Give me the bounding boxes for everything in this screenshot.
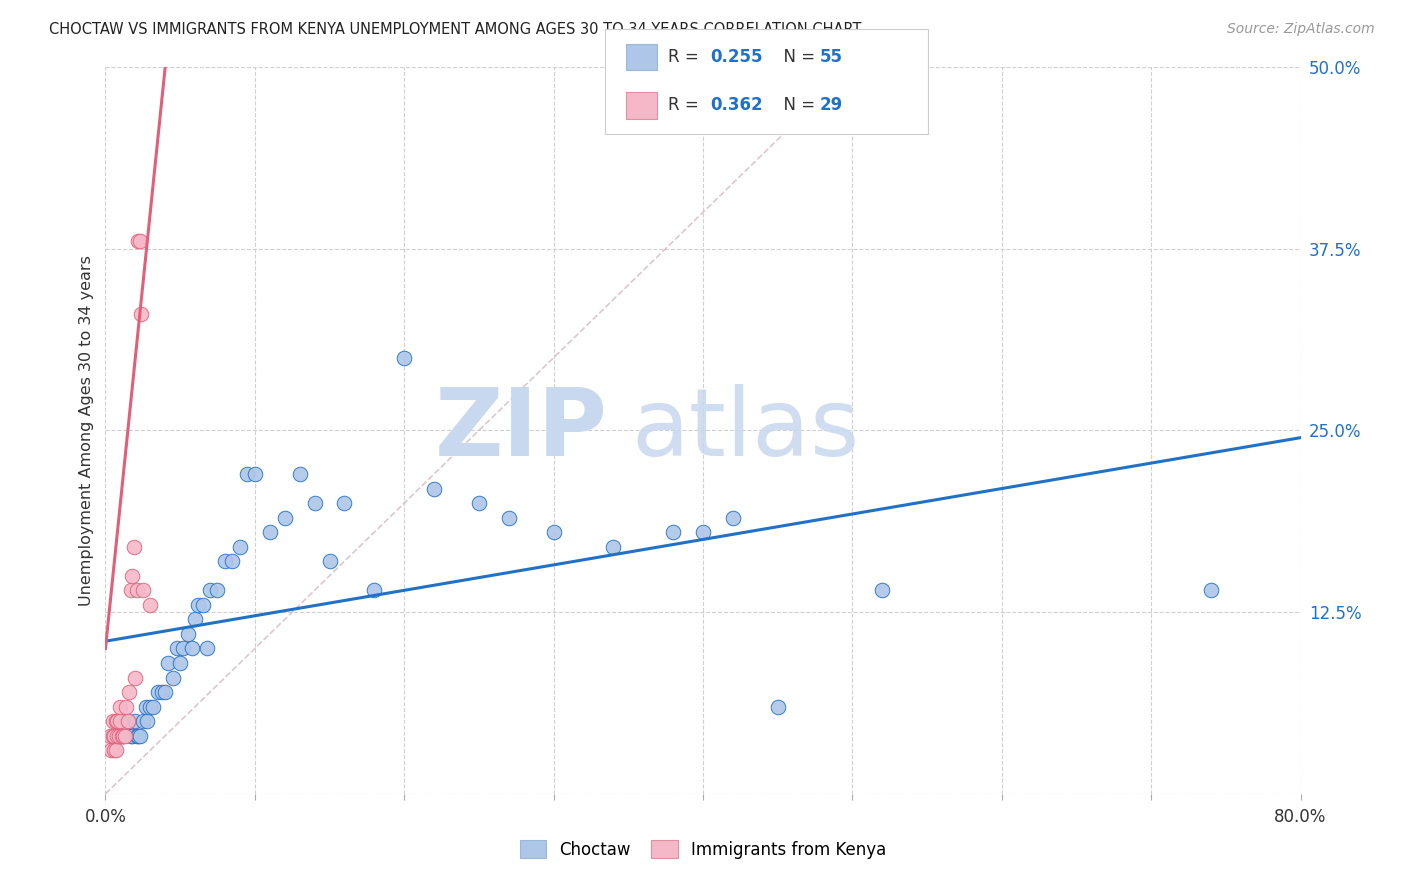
Point bbox=[602, 540, 624, 554]
Point bbox=[236, 467, 259, 481]
Text: 0.255: 0.255 bbox=[710, 48, 762, 66]
Point bbox=[146, 685, 169, 699]
Point bbox=[259, 525, 281, 540]
Point bbox=[543, 525, 565, 540]
Point bbox=[333, 496, 356, 510]
Point bbox=[198, 583, 221, 598]
Text: 29: 29 bbox=[820, 96, 844, 114]
Text: CHOCTAW VS IMMIGRANTS FROM KENYA UNEMPLOYMENT AMONG AGES 30 TO 34 YEARS CORRELAT: CHOCTAW VS IMMIGRANTS FROM KENYA UNEMPLO… bbox=[49, 22, 862, 37]
Point bbox=[120, 729, 142, 743]
Y-axis label: Unemployment Among Ages 30 to 34 years: Unemployment Among Ages 30 to 34 years bbox=[79, 255, 94, 606]
Point bbox=[112, 729, 135, 743]
Point bbox=[273, 510, 295, 524]
Point bbox=[110, 729, 132, 743]
Point bbox=[394, 351, 416, 365]
Point bbox=[103, 729, 125, 743]
Legend: Choctaw, Immigrants from Kenya: Choctaw, Immigrants from Kenya bbox=[513, 833, 893, 865]
Text: R =: R = bbox=[668, 96, 704, 114]
Point bbox=[172, 641, 194, 656]
Point bbox=[221, 554, 243, 568]
Point bbox=[162, 671, 184, 685]
Text: Source: ZipAtlas.com: Source: ZipAtlas.com bbox=[1227, 22, 1375, 37]
Text: R =: R = bbox=[668, 48, 704, 66]
Point bbox=[184, 612, 207, 626]
Point bbox=[117, 714, 139, 728]
Point bbox=[721, 510, 744, 524]
Point bbox=[122, 540, 145, 554]
Point bbox=[128, 235, 150, 249]
Point bbox=[136, 714, 159, 728]
Point bbox=[468, 496, 491, 510]
Point bbox=[207, 583, 229, 598]
Point bbox=[191, 598, 214, 612]
Point bbox=[110, 714, 132, 728]
Point bbox=[101, 729, 124, 743]
Point bbox=[288, 467, 311, 481]
Point bbox=[872, 583, 894, 598]
Point bbox=[98, 729, 121, 743]
Point bbox=[124, 671, 146, 685]
Point bbox=[107, 714, 129, 728]
Point bbox=[214, 554, 236, 568]
Point bbox=[129, 307, 153, 321]
Point bbox=[107, 729, 129, 743]
Point bbox=[1199, 583, 1222, 598]
Point bbox=[104, 743, 127, 757]
Point bbox=[135, 699, 157, 714]
Point bbox=[155, 685, 177, 699]
Point bbox=[117, 714, 139, 728]
Point bbox=[150, 685, 173, 699]
Point bbox=[195, 641, 218, 656]
Point bbox=[176, 627, 198, 641]
Point bbox=[121, 729, 143, 743]
Point bbox=[101, 714, 124, 728]
Point bbox=[181, 641, 204, 656]
Point bbox=[166, 641, 188, 656]
Point bbox=[662, 525, 685, 540]
Point bbox=[100, 743, 122, 757]
Point bbox=[120, 583, 142, 598]
Point bbox=[111, 729, 134, 743]
Text: N =: N = bbox=[773, 96, 821, 114]
Point bbox=[128, 729, 150, 743]
Point bbox=[766, 699, 789, 714]
Point bbox=[423, 482, 446, 496]
Text: 0.362: 0.362 bbox=[710, 96, 762, 114]
Point bbox=[121, 569, 143, 583]
Point bbox=[498, 510, 520, 524]
Point bbox=[107, 714, 129, 728]
Point bbox=[118, 685, 141, 699]
Point bbox=[692, 525, 714, 540]
Point bbox=[132, 714, 155, 728]
Point bbox=[132, 583, 155, 598]
Text: ZIP: ZIP bbox=[434, 384, 607, 476]
Point bbox=[108, 729, 131, 743]
Point bbox=[243, 467, 266, 481]
Point bbox=[157, 656, 180, 670]
Point bbox=[125, 583, 148, 598]
Point bbox=[318, 554, 340, 568]
Text: 55: 55 bbox=[820, 48, 842, 66]
Point bbox=[110, 699, 132, 714]
Point bbox=[363, 583, 385, 598]
Point bbox=[127, 235, 149, 249]
Text: atlas: atlas bbox=[631, 384, 859, 476]
Point bbox=[103, 743, 125, 757]
Point bbox=[124, 714, 146, 728]
Point bbox=[115, 699, 138, 714]
Point bbox=[139, 699, 162, 714]
Point bbox=[187, 598, 209, 612]
Point bbox=[127, 729, 149, 743]
Point bbox=[229, 540, 252, 554]
Point bbox=[169, 656, 191, 670]
Point bbox=[142, 699, 165, 714]
Text: N =: N = bbox=[773, 48, 821, 66]
Point bbox=[112, 729, 135, 743]
Point bbox=[114, 729, 136, 743]
Point bbox=[139, 598, 162, 612]
Point bbox=[125, 729, 148, 743]
Point bbox=[104, 714, 127, 728]
Point bbox=[304, 496, 326, 510]
